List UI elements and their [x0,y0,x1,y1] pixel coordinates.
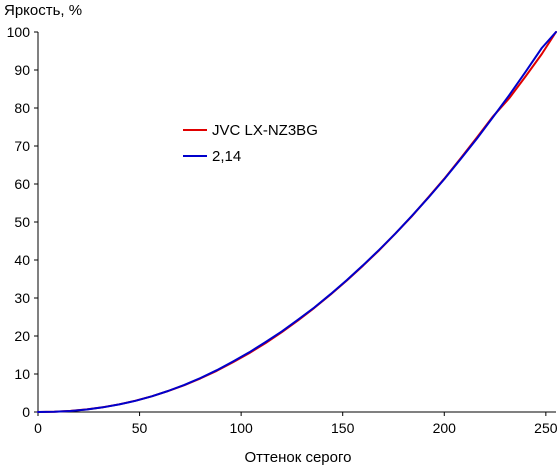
y-tick-label: 100 [7,24,31,40]
axes [37,32,556,413]
x-tick-label: 200 [433,420,457,436]
x-tick-label: 50 [132,420,148,436]
y-tick-label: 60 [14,176,30,192]
y-tick-label: 30 [14,290,30,306]
legend: JVC LX-NZ3BG 2,14 [183,122,318,165]
x-tick-label: 150 [331,420,355,436]
legend-label-jvc: JVC LX-NZ3BG [212,122,318,139]
y-axis-title: Яркость, % [4,2,82,19]
y-tick-label: 10 [14,366,30,382]
y-tick-label: 40 [14,252,30,268]
series-lines [37,31,557,413]
y-tick-label: 50 [14,214,30,230]
y-tick-label: 80 [14,100,30,116]
y-tick-label: 0 [22,404,30,420]
x-tick-label: 250 [534,420,558,436]
x-tick-label: 100 [229,420,253,436]
ticks: 0 10 20 30 40 50 60 70 80 90 100 0 50 100 150 200 250 [7,24,558,436]
y-tick-label: 90 [14,62,30,78]
legend-label-gamma: 2,14 [212,148,241,165]
series-line-jvc [37,31,557,413]
x-axis-title: Оттенок серого [245,449,352,466]
series-line-gamma [37,31,557,413]
x-tick-label: 0 [34,420,42,436]
y-tick-label: 20 [14,328,30,344]
y-tick-label: 70 [14,138,30,154]
